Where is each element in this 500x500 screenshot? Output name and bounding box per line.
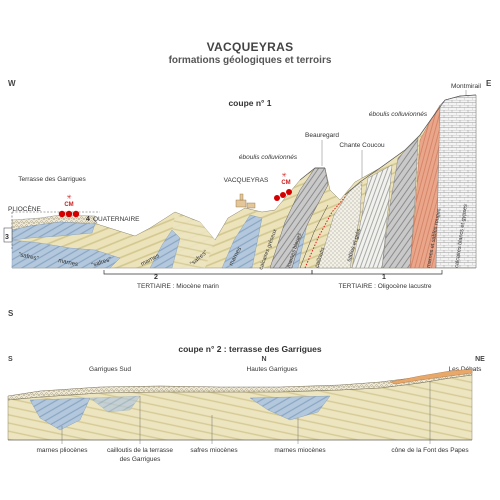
label-garrigues-sud: Garrigues Sud (89, 366, 131, 373)
orient-northeast: NE (475, 356, 485, 363)
cone-font-des-papes (389, 368, 473, 385)
calcaires-blancs (435, 94, 477, 269)
terroir-dots-left (58, 210, 80, 218)
label-terrasse: Terrasse des Garrigues (18, 176, 86, 183)
legend-cailloutis-1: cailloutis de la terrasse (107, 447, 173, 454)
cm-logo-right: CM (281, 180, 290, 186)
sables-zone (317, 181, 363, 269)
legend-safres: safres miocènes (190, 447, 238, 454)
blue-marnes-band-2 (149, 229, 181, 269)
blue-marnes-band-1 (11, 239, 121, 269)
label-tertiaire-miocene: TERTIAIRE : Miocène marin (137, 283, 219, 290)
label-num-1: 1 (382, 274, 386, 281)
label-num-4: 4 (86, 216, 90, 223)
section1-title: coupe n° 1 (228, 98, 271, 108)
label-chante-coucou: Chante Coucou (339, 142, 385, 149)
terroir-dots-right (274, 189, 292, 201)
sand-strata-2 (165, 215, 215, 268)
label-marnes-1: marnes (58, 258, 79, 268)
cm-logo-left: CM (64, 202, 73, 208)
legend-marnes-pliocenes: marnes pliocènes (37, 447, 89, 454)
label-tertiaire-oligocene: TERTIAIRE : Oligocène lacustre (338, 283, 431, 290)
page-subtitle: formations géologiques et terroirs (168, 55, 332, 66)
label-num-2: 2 (154, 274, 158, 281)
label-safres-1: "safres" (18, 252, 39, 262)
cailloutis-line (304, 195, 347, 269)
label-hautes-garrigues: Hautes Garrigues (247, 366, 299, 373)
orient-west: W (8, 79, 16, 88)
bracket-miocene (103, 270, 313, 275)
cailloutis-cap (7, 369, 473, 401)
label-montmirail: Montmirail (451, 83, 482, 90)
section2-title: coupe n° 2 : terrasse des Garrigues (178, 344, 322, 354)
bracket-oligocene (311, 270, 443, 275)
calcaires-ridge (269, 167, 329, 269)
star-icon-right: ✳ (281, 172, 286, 179)
label-eboulis-1: éboulis colluvionnés (369, 111, 428, 118)
legend-marnes-miocenes: marnes miocènes (274, 447, 326, 454)
marnes-pliocenes-lens (29, 397, 91, 431)
label-num-3: 3 (5, 234, 9, 241)
legend-cone: cône de la Font des Papes (391, 447, 469, 454)
label-beauregard: Beauregard (305, 132, 339, 139)
label-vacqueyras: VACQUEYRAS (224, 177, 269, 184)
orient-south-top: S (8, 309, 14, 318)
star-icon-left: ✳ (66, 194, 71, 201)
marnes-miocenes-lens (249, 395, 331, 421)
legend-cailloutis-2: des Garrigues (120, 456, 162, 463)
village-icon (235, 193, 256, 209)
orient-south: S (8, 356, 13, 363)
label-pliocene: PLIOCÈNE (8, 204, 42, 213)
orient-east: E (486, 79, 492, 88)
orient-north: N (261, 356, 266, 363)
label-quaternaire: QUATERNAIRE (93, 216, 140, 223)
page-title: VACQUEYRAS (206, 40, 294, 54)
label-eboulis-2: éboulis colluvionnés (239, 154, 298, 161)
blue-marnes-band-3 (221, 214, 263, 269)
